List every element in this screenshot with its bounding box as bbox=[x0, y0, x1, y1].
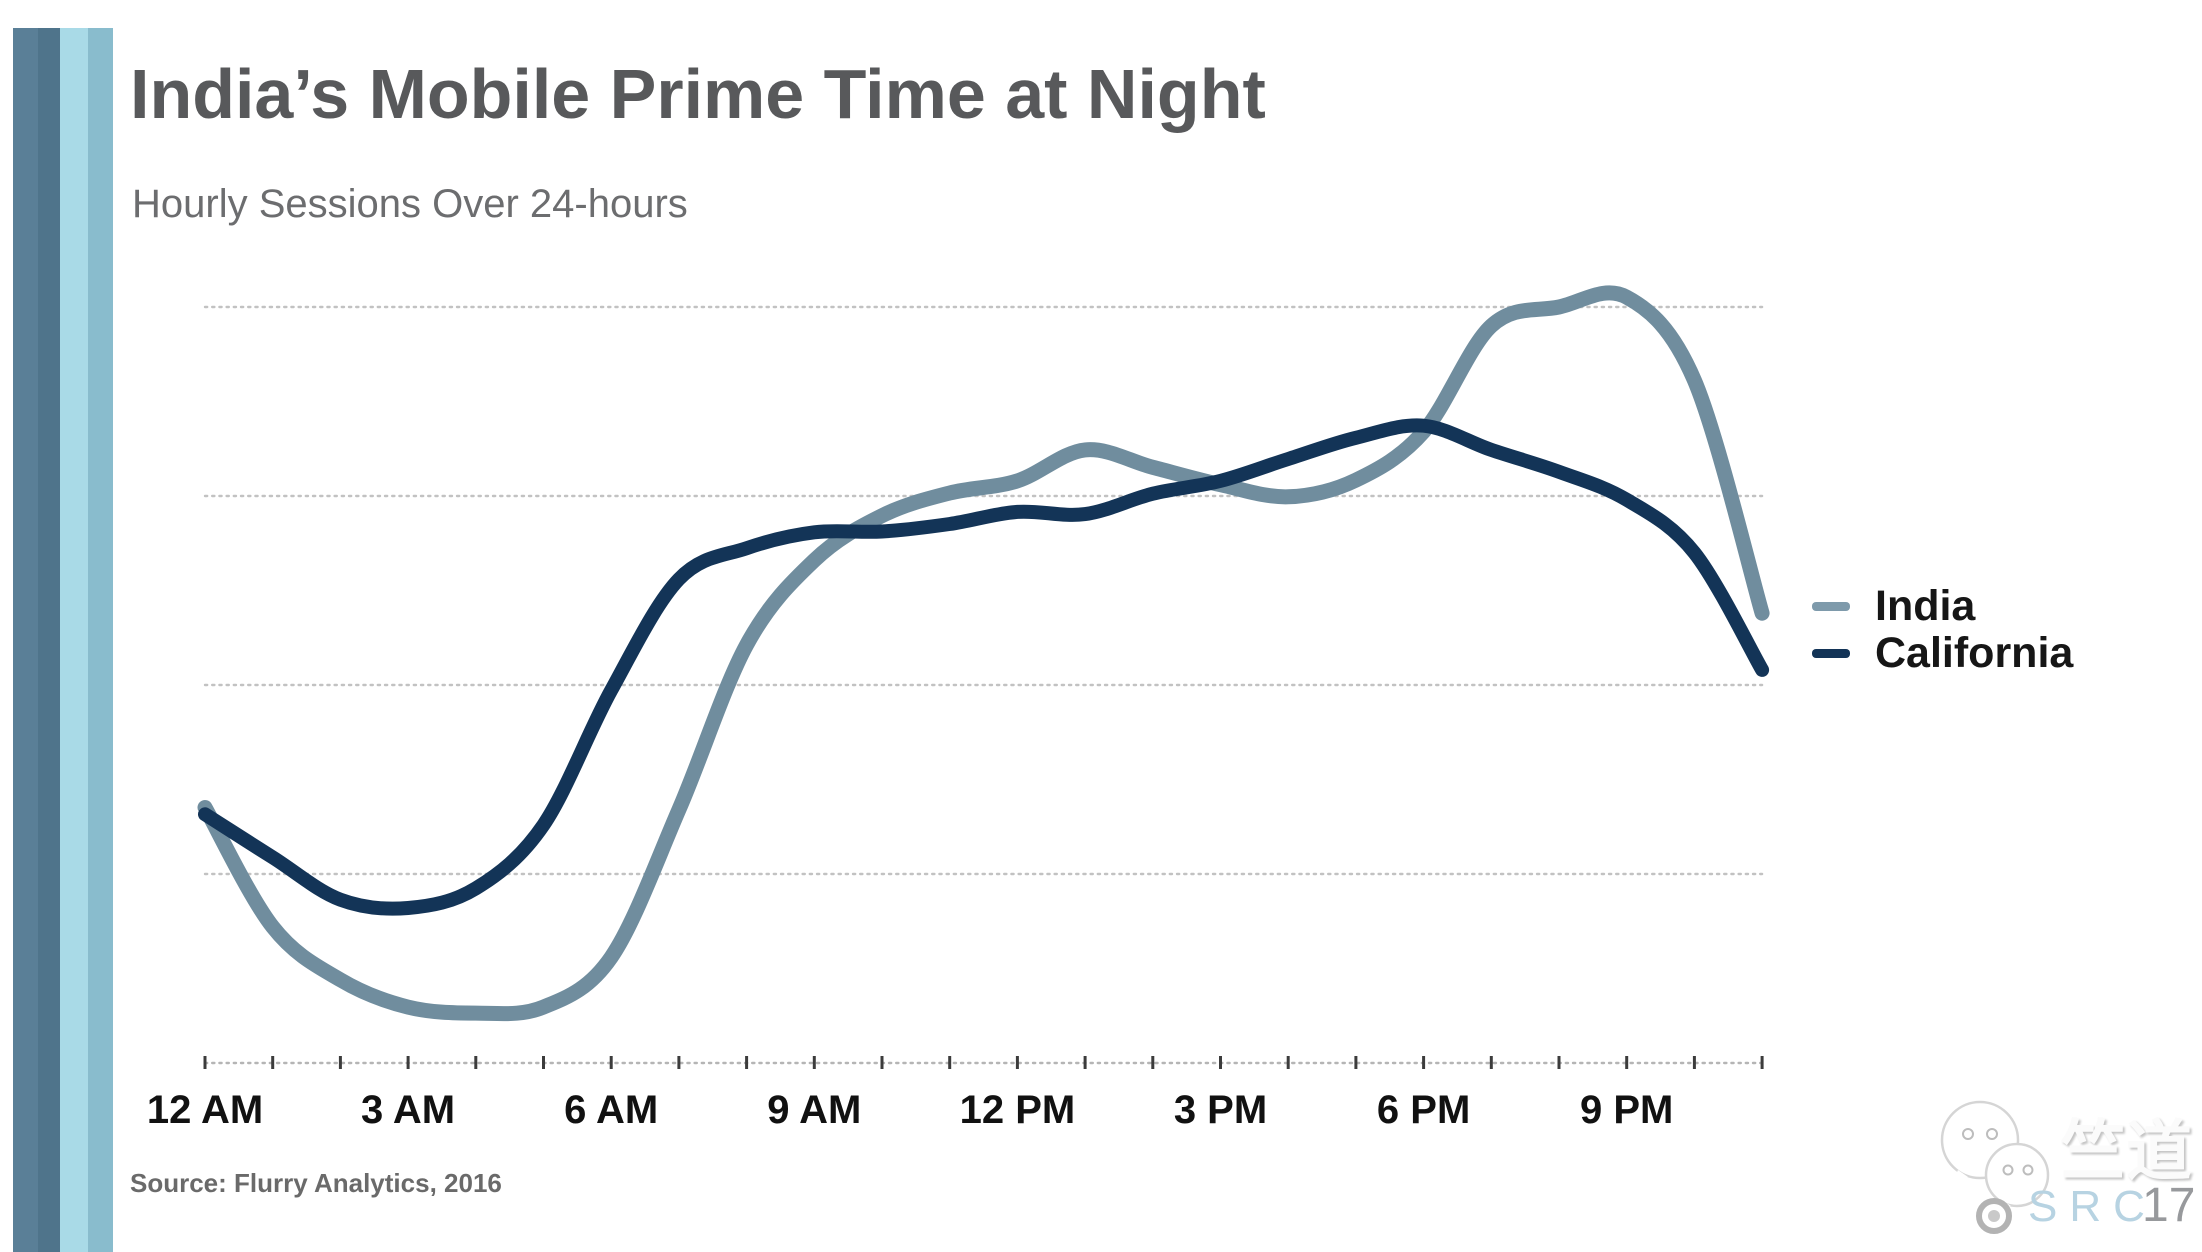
source-note: Source: Flurry Analytics, 2016 bbox=[130, 1168, 502, 1198]
wechat-bubbles-icon bbox=[1940, 1100, 2050, 1234]
x-axis-label: 3 PM bbox=[1173, 1088, 1268, 1132]
accent-stripe bbox=[88, 28, 113, 1252]
legend: India California bbox=[1812, 583, 2073, 677]
legend-item-india: India bbox=[1812, 583, 2073, 630]
chart-subtitle: Hourly Sessions Over 24-hours bbox=[132, 182, 688, 226]
india-line bbox=[197, 285, 1770, 1022]
watermark-cn-text: 竺道 bbox=[2060, 1114, 2192, 1188]
legend-label-india: India bbox=[1875, 582, 1976, 630]
accent-stripe bbox=[13, 28, 38, 1252]
chart-gridlines bbox=[203, 305, 1764, 876]
accent-stripe bbox=[60, 28, 88, 1252]
watermark-number-text: 17 bbox=[2142, 1179, 2196, 1232]
x-axis-label: 3 AM bbox=[361, 1088, 456, 1132]
x-axis-label: 9 PM bbox=[1580, 1088, 1674, 1132]
california-line bbox=[198, 418, 1770, 916]
watermark-src-text: SRC bbox=[2028, 1182, 2157, 1231]
legend-label-california: California bbox=[1875, 629, 2074, 677]
x-axis-label: 9 AM bbox=[767, 1088, 862, 1132]
x-axis-label: 12 AM bbox=[146, 1088, 264, 1132]
watermark: 竺道 SRC 17 bbox=[1932, 1092, 2200, 1242]
legend-item-california: California bbox=[1812, 630, 2073, 677]
legend-swatch-india bbox=[1812, 602, 1850, 611]
x-axis-label: 6 PM bbox=[1376, 1088, 1471, 1132]
x-axis-label: 6 AM bbox=[564, 1088, 659, 1132]
legend-swatch-california bbox=[1812, 649, 1850, 658]
x-axis bbox=[203, 1056, 1764, 1069]
left-accent-bar bbox=[13, 28, 113, 1252]
page-title: India’s Mobile Prime Time at Night bbox=[130, 55, 1266, 133]
camera-lens-icon bbox=[1976, 1198, 2012, 1234]
x-axis-label: 12 PM bbox=[959, 1088, 1076, 1132]
accent-stripe bbox=[38, 28, 60, 1252]
